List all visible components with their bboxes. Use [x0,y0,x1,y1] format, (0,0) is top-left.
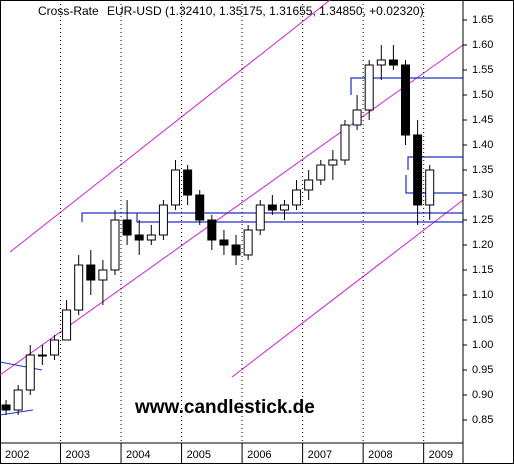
y-tick-label: 1.30 [472,189,493,201]
watermark: www.candlestick.de [134,397,315,418]
y-tick-label: 0.90 [472,389,493,401]
y-tick-label: 1.55 [472,64,493,76]
candle-body [171,169,181,206]
candle-body [98,269,108,281]
x-tick-label: 2005 [187,449,211,461]
candle-body [62,309,72,341]
candle-body [316,164,326,181]
y-tick-label: 1.05 [472,314,493,326]
candle-body [364,64,374,111]
y-tick-label: 1.45 [472,114,493,126]
candle-body [267,204,277,211]
y-tick-label: 1.15 [472,264,493,276]
chart-title: Cross-Rate [38,4,99,18]
y-tick-label: 1.25 [472,214,493,226]
trend-lines [0,0,464,416]
candle-body [122,219,132,236]
y-tick-label: 1.60 [472,39,493,51]
candle-body [74,264,84,311]
candle-body [219,239,229,246]
y-tick-label: 1.10 [472,289,493,301]
candle-body [49,339,59,356]
y-tick-label: 1.20 [472,239,493,251]
candle-body [183,169,193,196]
candle-body [292,189,302,206]
candle-body [340,124,350,161]
candle-body [243,229,253,256]
candle-body [352,109,362,126]
y-tick-label: 0.95 [472,364,493,376]
candle-body [146,234,156,241]
candle-body [328,159,338,166]
y-tick-label: 1.40 [472,139,493,151]
candle-body [388,59,398,66]
candle-body [304,179,314,191]
candle-body [255,204,265,231]
candle-body [195,194,205,221]
candle-body [425,169,435,206]
x-tick-label: 2004 [126,449,150,461]
candle-body [13,389,23,411]
candle-body [413,134,423,206]
chart-subtitle: EUR-USD (1.32410, 1.35175, 1.31655, 1.34… [107,4,424,18]
candle-body [134,234,144,241]
y-tick-label: 1.00 [472,339,493,351]
candle-body [279,204,289,211]
candle-body [110,219,120,271]
x-tick-label: 2007 [308,449,332,461]
x-tick-label: 2006 [247,449,271,461]
candle-body [401,64,411,136]
x-tick-label: 2003 [66,449,90,461]
x-tick-label: 2009 [429,449,453,461]
candle-body [1,404,11,411]
candle-body [86,264,96,281]
y-tick-label: 1.65 [472,14,493,26]
y-tick-label: 1.50 [472,89,493,101]
candle-body [376,59,386,66]
y-tick-label: 0.85 [472,414,493,426]
x-tick-label: 2008 [368,449,392,461]
y-tick-label: 1.35 [472,164,493,176]
candle-body [158,204,168,236]
candle-body [25,354,35,391]
x-tick-label: 2002 [5,449,29,461]
candle-body [207,219,217,241]
candle-body [37,354,47,357]
candle-body [231,244,241,256]
